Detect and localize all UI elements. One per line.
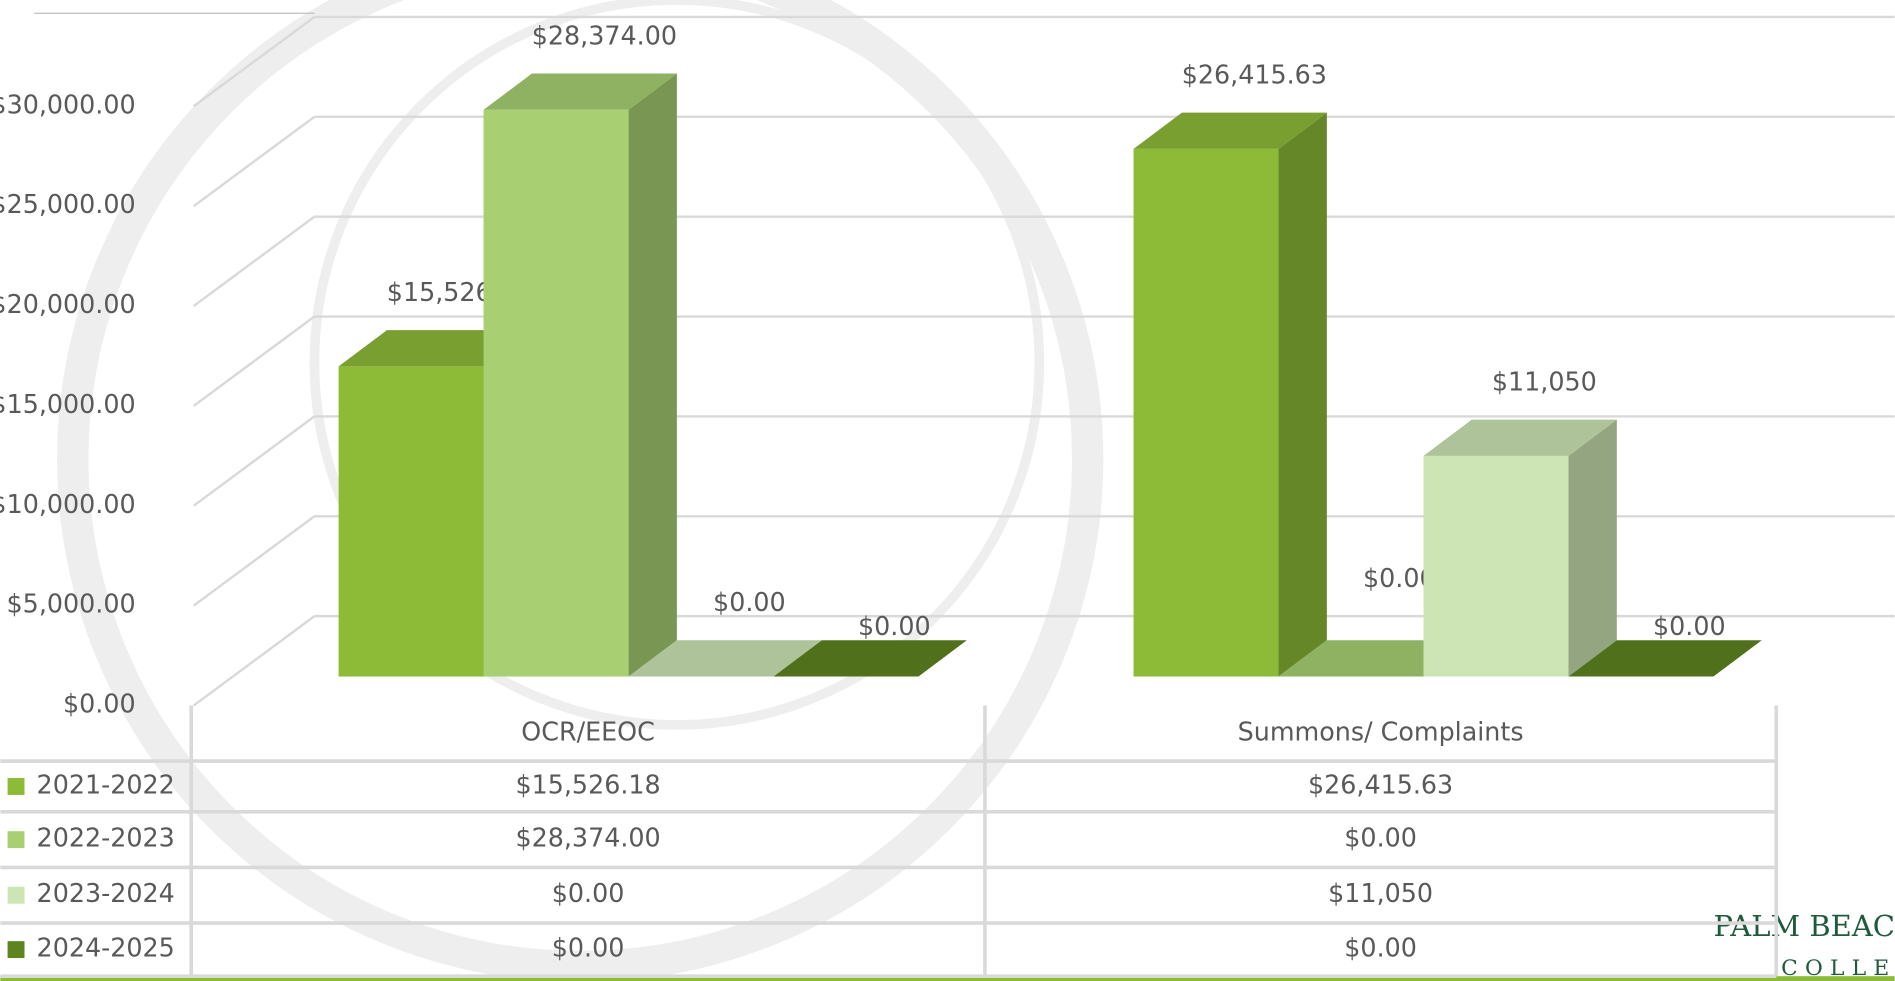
- bar-front: [339, 366, 484, 676]
- y-tick-label: $5,000.00: [7, 589, 136, 619]
- bar-front: [1424, 456, 1569, 677]
- bar-side: [1568, 420, 1616, 677]
- logo-line1: PALM BEACH: [1713, 909, 1895, 943]
- chart: PALM BEACH COLLEGE $0.00 $5,000.00 $10,000…: [0, 0, 1895, 981]
- y-tick-label: $0.00: [63, 689, 136, 719]
- data-label: $0.00: [858, 611, 931, 641]
- bar-side: [1279, 113, 1327, 677]
- table-cell: $0.00: [1344, 933, 1417, 963]
- table-cell: $15,526.18: [515, 769, 660, 799]
- y-tick-label: $10,000.00: [0, 489, 136, 519]
- data-label: $26,415.63: [1182, 59, 1327, 89]
- legend-label: 2023-2024: [37, 878, 175, 908]
- table-cell: $0.00: [1344, 823, 1417, 853]
- logo-line2: COLLEGE: [1781, 956, 1895, 981]
- table-cell: $11,050: [1328, 878, 1433, 908]
- y-tick-label: $25,000.00: [0, 189, 136, 219]
- bar-side: [629, 74, 677, 677]
- bar-front: [484, 110, 629, 677]
- x-tick-label: Summons/ Complaints: [1238, 716, 1524, 746]
- legend-swatch: [8, 887, 25, 904]
- bar: [1134, 113, 1327, 677]
- legend-label: 2021-2022: [37, 769, 175, 799]
- table-cell: $26,415.63: [1308, 769, 1453, 799]
- table-cell: $0.00: [552, 878, 625, 908]
- legend-swatch: [8, 941, 25, 958]
- data-label: $0.00: [1653, 611, 1726, 641]
- y-tick-label: $30,000.00: [0, 89, 136, 119]
- table-cell: $0.00: [552, 933, 625, 963]
- data-label: $0.00: [713, 587, 786, 617]
- table-cell: $28,374.00: [515, 823, 660, 853]
- legend-label: 2022-2023: [37, 823, 175, 853]
- y-tick-label: $15,000.00: [0, 389, 136, 419]
- data-label: $11,050: [1492, 366, 1597, 396]
- legend-swatch: [8, 831, 25, 848]
- bar: [1424, 420, 1617, 677]
- y-tick-label: $20,000.00: [0, 289, 136, 319]
- legend-swatch: [8, 778, 25, 795]
- data-label: $28,374.00: [532, 20, 677, 50]
- legend-label: 2024-2025: [37, 933, 175, 963]
- bar-front: [1134, 149, 1279, 677]
- bar: [484, 74, 677, 677]
- x-tick-label: OCR/EEOC: [521, 716, 655, 746]
